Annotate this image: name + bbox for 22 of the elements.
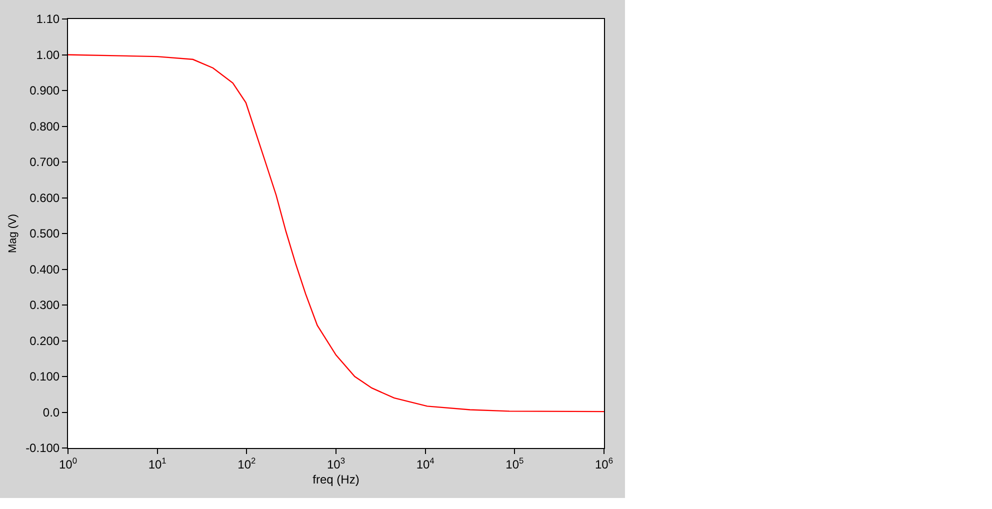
- x-tick-label: 10$^{5}$: [506, 455, 524, 472]
- x-axis-title: freq (Hz): [312, 472, 360, 486]
- y-tick-label: 0.500: [30, 226, 60, 241]
- y-tick-label: 0.200: [30, 334, 60, 348]
- y-tick-label: 0.900: [30, 84, 60, 98]
- x-tick-label: 10$^{3}$: [326, 455, 346, 472]
- y-axis-title: Mag (V): [7, 214, 20, 254]
- y-tick-label: 0.400: [30, 262, 60, 276]
- y-tick-label: 0.100: [30, 370, 60, 384]
- x-tick-label: 10$^{0}$: [58, 455, 78, 472]
- x-tick-label: 10$^{4}$: [416, 455, 435, 472]
- y-tick-label: 0.0: [42, 405, 60, 420]
- x-tick-label: 10$^{6}$: [594, 455, 614, 472]
- x-tick-label: 10$^{1}$: [148, 455, 167, 472]
- y-tick-label: -0.100: [26, 441, 60, 456]
- y-tick-label: 0.800: [30, 119, 60, 134]
- x-tick-label: 10$^{2}$: [238, 455, 256, 472]
- y-tick-label: 0.700: [30, 155, 60, 170]
- y-tick-label: 1.00: [36, 48, 60, 62]
- y-tick-label: 0.600: [30, 190, 60, 205]
- y-tick-label: 0.300: [30, 298, 60, 312]
- y-tick-label: 1.10: [36, 12, 60, 26]
